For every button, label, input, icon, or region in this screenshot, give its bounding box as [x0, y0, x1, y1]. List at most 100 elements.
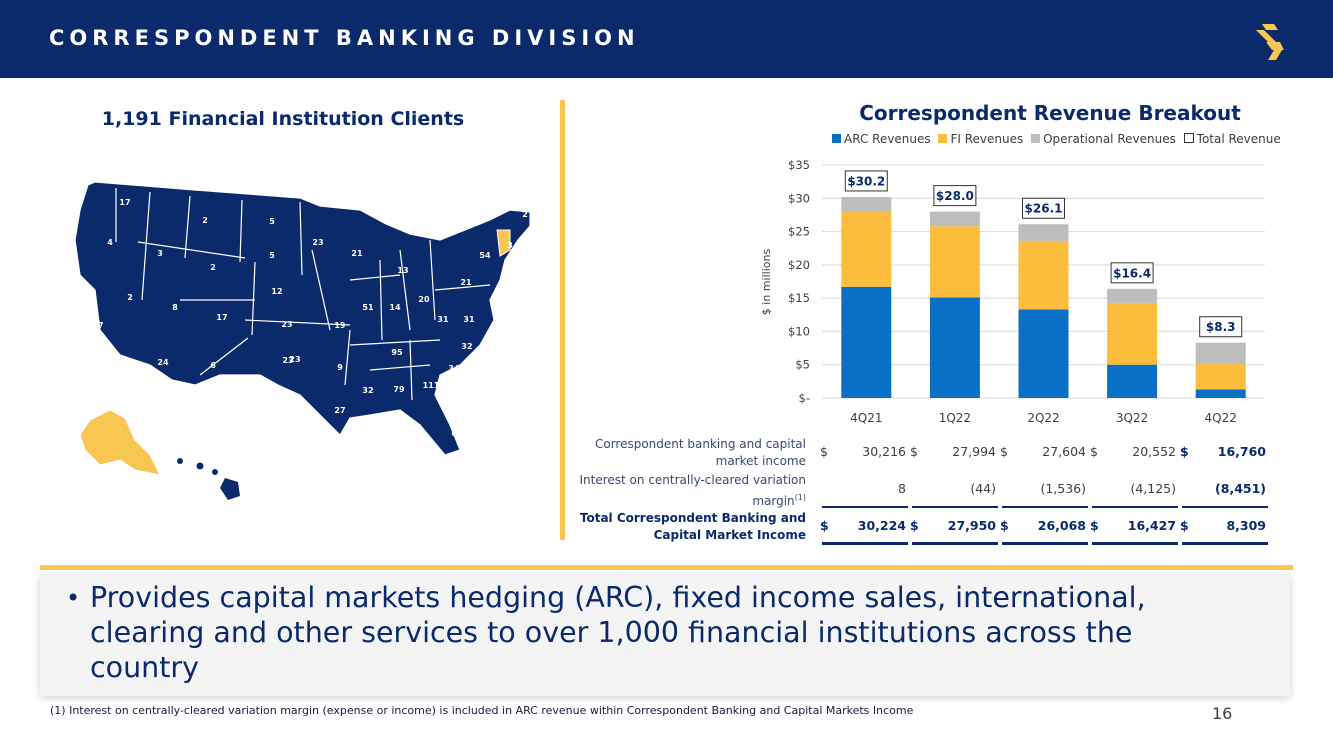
currency-symbol: $	[1090, 518, 1099, 533]
state-count-label: 32	[461, 342, 472, 351]
bar-segment-arc	[1018, 309, 1069, 398]
state-count-label: 51	[362, 303, 374, 312]
legend-item-total: Total Revenue	[1183, 132, 1281, 146]
table-cell: (8,451)	[1178, 481, 1266, 496]
state-count-label: 24	[157, 358, 169, 367]
currency-symbol: $	[820, 444, 828, 459]
state-count-label: 12	[271, 287, 282, 296]
state-count-label: 6	[210, 361, 216, 370]
y-tick-label: $15	[788, 291, 810, 305]
y-axis-label: $ in millions	[760, 249, 773, 316]
state-count-label: 4	[107, 238, 113, 247]
bar-segment-arc	[929, 297, 980, 398]
table-cell: (4,125)	[1088, 481, 1176, 496]
bar-segment-fi	[1107, 302, 1158, 365]
cell-value: (4,125)	[1130, 481, 1176, 496]
cell-value: 16,427	[1127, 518, 1176, 533]
legend-swatch-total	[1183, 133, 1194, 143]
brand-s-logo-icon	[1256, 24, 1284, 60]
bullet-panel	[40, 574, 1290, 696]
y-tick-label: $30	[788, 191, 810, 205]
state-count-label: 1	[507, 299, 513, 308]
bar-segment-fi	[929, 226, 980, 298]
y-tick-label: $25	[788, 225, 810, 239]
state-count-label: 23	[312, 238, 323, 247]
bar-segment-ops	[1107, 288, 1158, 303]
legend-swatch-ops	[1031, 134, 1041, 143]
table-cell: (1,536)	[998, 481, 1086, 496]
table-cell: $27,950	[908, 518, 996, 533]
chart-title: Correspondent Revenue Breakout	[859, 101, 1241, 125]
bar-segment-arc	[1107, 364, 1158, 398]
row-label-income: Correspondent banking and capital market…	[594, 437, 806, 468]
currency-symbol: $	[1000, 518, 1009, 533]
bar-segment-ops	[841, 196, 892, 212]
state-count-label: 19	[534, 241, 546, 250]
cell-value: 27,950	[947, 518, 996, 533]
bullet-text: Provides capital markets hedging (ARC), …	[90, 581, 1146, 684]
legend-item-arc: ARC Revenues	[832, 132, 931, 146]
table-cell: $16,427	[1088, 518, 1176, 533]
state-count-label: 3	[157, 249, 163, 258]
cell-value: 30,224	[857, 518, 906, 533]
state-count-label: 20	[418, 295, 430, 304]
footnote-marker: (1)	[794, 493, 806, 502]
state-count-label: 95	[391, 348, 403, 357]
state-count-label: 17	[504, 315, 515, 324]
y-tick-label: $5	[795, 358, 810, 372]
cell-value: 30,216	[862, 444, 906, 459]
row-label-interest-text: Interest on centrally-cleared variation …	[579, 473, 807, 508]
state-count-label: 69	[451, 429, 463, 438]
legend-item-ops: Operational Revenues	[1031, 132, 1176, 146]
x-tick-label: 2Q22	[1027, 411, 1059, 425]
total-label-box	[1199, 316, 1243, 338]
cell-value: (8,451)	[1215, 481, 1266, 496]
total-label-box	[844, 170, 888, 192]
total-bottom-rule	[1092, 542, 1178, 545]
table-cell: $16,760	[1178, 444, 1266, 459]
state-count-label: 31	[463, 315, 475, 324]
currency-symbol: $	[910, 444, 918, 459]
us-mainland-shape	[74, 181, 531, 456]
state-count-label: 23	[289, 355, 300, 364]
currency-symbol: $	[910, 518, 919, 533]
page-title: CORRESPONDENT BANKING DIVISION	[49, 26, 640, 50]
state-count-label: 19	[334, 321, 346, 330]
table-cell: $27,994	[908, 444, 996, 459]
total-label-box	[933, 185, 977, 207]
bar-segment-fi	[1195, 364, 1246, 390]
state-count-label: 2	[127, 293, 133, 302]
total-bottom-rule	[822, 542, 908, 545]
state-count-label: 21	[460, 278, 472, 287]
state-count-label: 27	[512, 257, 523, 266]
state-count-label: 47	[92, 321, 103, 330]
state-count-label: 8	[172, 303, 178, 312]
state-count-label: 2	[202, 216, 208, 225]
row-label-total: Total Correspondent Banking and Capital …	[579, 511, 806, 542]
y-tick-label: $-	[799, 391, 810, 405]
y-tick-label: $20	[788, 258, 810, 272]
x-tick-label: 1Q22	[939, 411, 971, 425]
cell-value: 27,994	[952, 444, 996, 459]
header-bar: CORRESPONDENT BANKING DIVISION	[0, 0, 1333, 78]
state-count-label: 2	[210, 263, 216, 272]
table-cell: $27,604	[998, 444, 1086, 459]
state-count-label: 13	[397, 266, 408, 275]
state-count-label: 2	[522, 210, 528, 219]
currency-symbol: $	[1180, 444, 1189, 459]
cell-value: 26,068	[1037, 518, 1086, 533]
x-tick-label: 4Q22	[1205, 411, 1237, 425]
table-cell: $8,309	[1178, 518, 1266, 533]
state-count-label: 69	[274, 403, 286, 412]
horizontal-divider	[40, 565, 1293, 570]
state-count-label: 31	[437, 315, 449, 324]
total-bottom-rule	[1002, 542, 1088, 545]
total-top-rule	[912, 506, 998, 508]
row-label-interest: Interest on centrally-cleared variation …	[560, 472, 807, 510]
legend-label-ops: Operational Revenues	[1043, 132, 1176, 146]
legend-label-fi: FI Revenues	[950, 132, 1024, 146]
state-count-label: 9	[337, 363, 343, 372]
state-count-label: 54	[479, 251, 491, 260]
table-cell: 8	[818, 481, 906, 496]
